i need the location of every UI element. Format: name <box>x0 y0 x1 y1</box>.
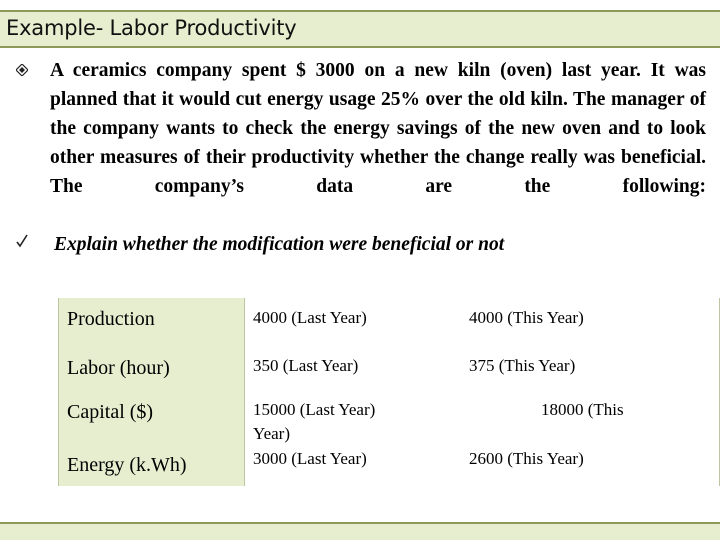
diamond-bullet-icon <box>15 63 29 80</box>
row-label: Capital ($) <box>67 401 154 423</box>
slide-title: Example- Labor Productivity <box>6 16 297 40</box>
bullet-text: A ceramics company spent $ 3000 on a new… <box>50 60 706 197</box>
last-year-cell: 15000 (Last Year) <box>253 400 376 419</box>
label-column <box>59 298 245 486</box>
last-year-cell: 4000 (Last Year) <box>253 308 367 327</box>
bullet-text: Explain whether the modification were be… <box>54 234 505 255</box>
data-table: Production 4000 (Last Year) 4000 (This Y… <box>58 298 720 486</box>
title-bar: Example- Labor Productivity <box>0 10 720 48</box>
last-year-cell: 350 (Last Year) <box>253 356 359 375</box>
this-year-cell: 18000 (This <box>541 400 624 419</box>
this-year-wrap: Year) <box>253 424 290 443</box>
this-year-cell: 4000 (This Year) <box>469 308 584 327</box>
row-label: Production <box>67 308 155 330</box>
this-year-cell: 375 (This Year) <box>469 356 576 375</box>
row-label: Energy (k.Wh) <box>67 454 187 476</box>
row-label: Labor (hour) <box>67 357 170 379</box>
checkmark-bullet-icon <box>16 234 28 252</box>
bottom-bar <box>0 522 720 540</box>
last-year-cell: 3000 (Last Year) <box>253 449 367 468</box>
this-year-cell: 2600 (This Year) <box>469 449 584 468</box>
